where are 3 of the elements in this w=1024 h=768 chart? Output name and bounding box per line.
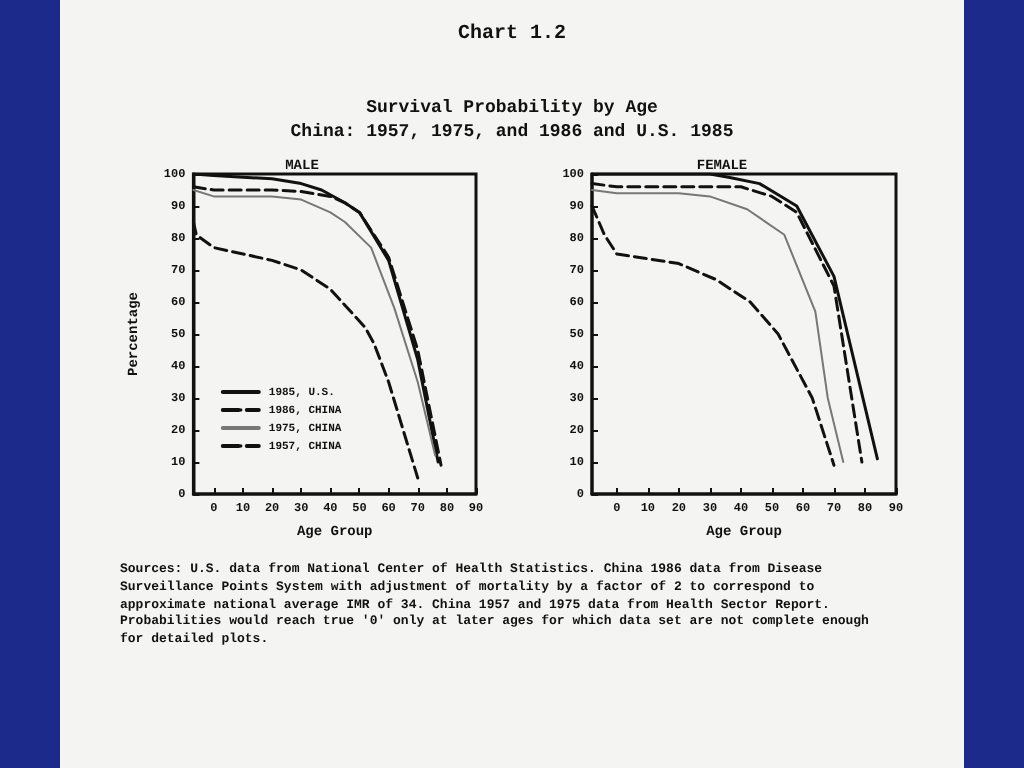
text: Survival Probability by Age (364, 98, 660, 118)
caption: Chart 1.2 (455, 24, 568, 46)
text: China: 1957, 1975, and 1986 and U.S. 1985 (288, 122, 736, 142)
